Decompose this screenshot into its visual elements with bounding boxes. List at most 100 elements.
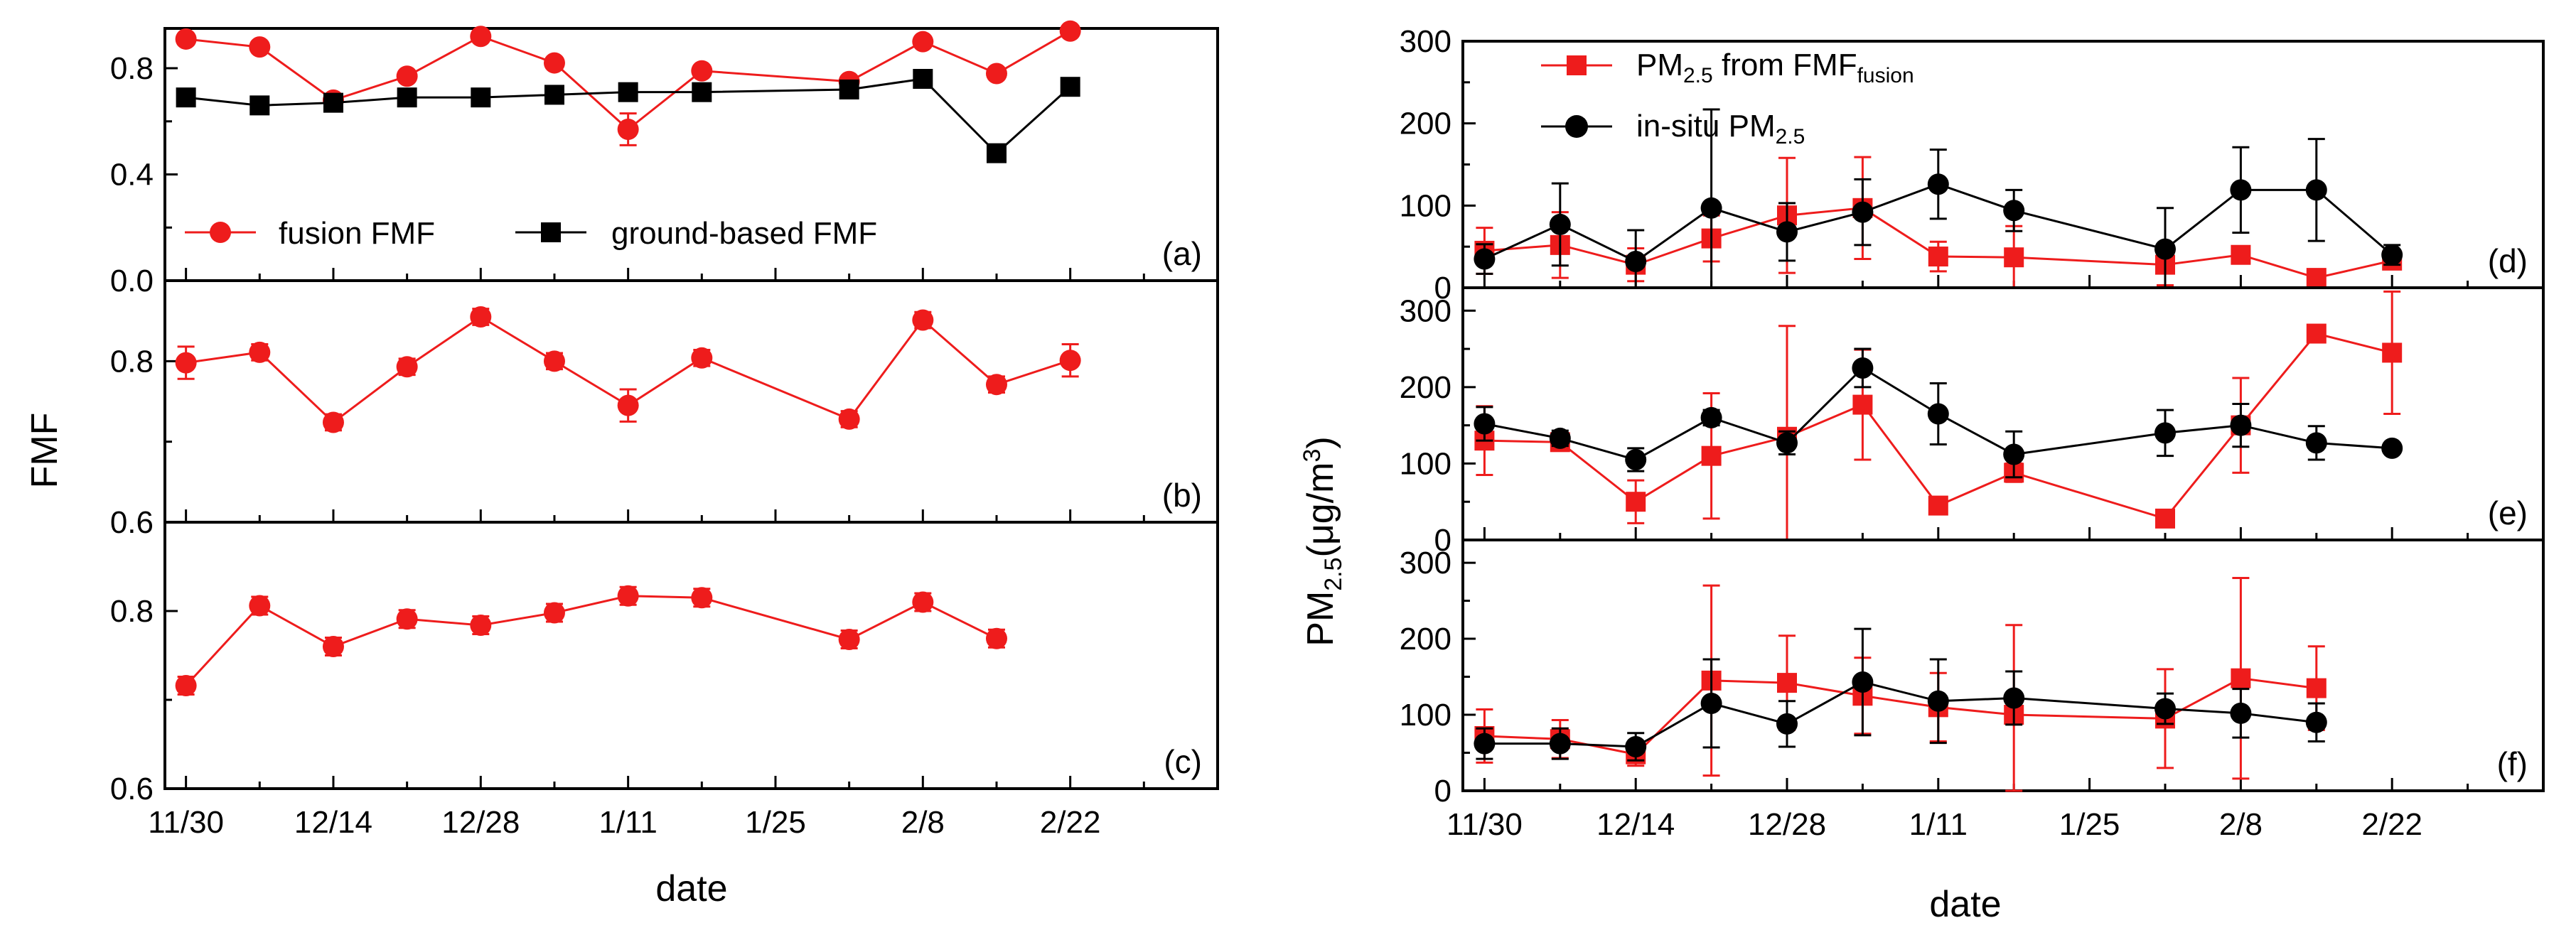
left-y-axis-title: FMF — [24, 413, 65, 489]
data-point — [323, 92, 343, 113]
legend-a-red-marker — [210, 222, 231, 243]
x-tick-label: 1/25 — [745, 805, 806, 840]
legend-panel-d: PM2.5 from FMFfusion in-situ PM2.5 — [1541, 48, 1914, 148]
x-tick-label: 2/8 — [901, 805, 945, 840]
data-point — [396, 65, 418, 87]
data-point — [2305, 432, 2327, 454]
data-point — [912, 31, 934, 53]
data-point — [471, 87, 491, 108]
panel-b-frame — [163, 279, 1219, 524]
x-tick-label: 12/28 — [441, 805, 520, 840]
series-line — [1484, 681, 2317, 748]
legend-a-black-marker — [541, 222, 561, 242]
data-point — [2381, 437, 2403, 459]
data-point — [1928, 247, 1948, 267]
data-point — [1625, 735, 1647, 757]
panel-d: 0 100 200 300 (d) — [1400, 24, 2545, 306]
y-tick-label: 300 — [1400, 24, 1451, 59]
data-point — [1060, 77, 1080, 97]
data-point — [692, 82, 712, 102]
data-point — [985, 627, 1007, 649]
data-point — [2306, 323, 2327, 344]
panel-d-frame — [1461, 40, 2545, 289]
y-tick-label: 0.6 — [110, 505, 154, 540]
data-point — [1625, 449, 1647, 471]
series-line — [1484, 332, 2393, 520]
y-tick-label: 0.4 — [110, 158, 154, 193]
data-point — [2230, 179, 2252, 201]
data-point — [470, 306, 492, 328]
legend-d-black-label: in-situ PM2.5 — [1636, 109, 1805, 148]
x-tick-label: 2/8 — [2219, 807, 2263, 842]
data-point — [1928, 495, 1948, 516]
series-line — [1484, 677, 2317, 756]
y-tick-label: 0.8 — [110, 51, 154, 86]
data-point — [322, 636, 344, 657]
series-line — [186, 77, 1071, 155]
data-point — [2003, 443, 2025, 465]
data-point — [1852, 201, 1874, 223]
x-tick-label: 11/30 — [148, 805, 224, 840]
data-point — [691, 60, 713, 82]
x-tick-label: 12/28 — [1748, 807, 1826, 842]
y-tick-label: 100 — [1400, 188, 1451, 223]
legend-d-red-mid: from FMF — [1713, 48, 1857, 82]
series-circle-1 — [1474, 108, 2403, 289]
data-point — [175, 28, 197, 50]
data-point — [2004, 247, 2024, 268]
series-circle-0 — [175, 20, 1081, 146]
x-tick-label: 1/11 — [599, 805, 657, 840]
data-point — [2306, 268, 2327, 288]
x-tick-label: 1/11 — [1909, 807, 1968, 842]
y-tick-label: 0 — [1434, 271, 1451, 306]
panel-label-c: (c) — [1164, 743, 1202, 780]
legend-d-red-marker — [1567, 55, 1587, 75]
data-point — [1927, 690, 1949, 712]
panel-a: 0.0 0.4 0.8 (a) — [110, 20, 1219, 298]
data-point — [986, 143, 1007, 163]
data-point — [2003, 687, 2025, 709]
x-tick-label: 2/22 — [1040, 805, 1101, 840]
x-tick-label: 12/14 — [1596, 807, 1675, 842]
data-point — [1776, 221, 1798, 243]
data-point — [249, 341, 271, 363]
data-point — [2155, 508, 2175, 529]
data-point — [985, 63, 1007, 85]
right-y-axis-title-unit-sup: 3 — [1299, 449, 1326, 463]
right-x-axis-title: date — [1929, 884, 2001, 925]
data-point — [913, 69, 933, 89]
data-point — [2306, 678, 2327, 698]
right-y-axis-title: PM2.5(μg/m3) — [1299, 436, 1347, 646]
y-tick-label: 0.0 — [110, 264, 154, 298]
y-tick-label: 0.8 — [110, 594, 154, 629]
data-point — [1776, 713, 1798, 735]
y-tick-label: 100 — [1400, 698, 1451, 733]
panel-label-f: (f) — [2497, 745, 2528, 782]
data-point — [2154, 422, 2176, 444]
data-point — [1852, 394, 1873, 415]
legend-d-black-marker — [1565, 115, 1588, 138]
data-point — [176, 87, 196, 108]
data-point — [1474, 413, 1496, 435]
panel-label-e: (e) — [2488, 494, 2528, 531]
series-line — [1484, 367, 2393, 461]
panel-label-a: (a) — [1162, 235, 1202, 272]
right-y-axis-title-unit-open: (μg/m — [1300, 463, 1341, 558]
panel-e-frame — [1461, 286, 2545, 541]
data-point — [397, 87, 417, 108]
legend-panel-a: fusion FMF ground-based FMF — [185, 216, 877, 251]
series-circle-1 — [1474, 347, 2403, 479]
data-point — [544, 85, 564, 105]
series-line — [1484, 207, 2393, 279]
data-point — [2231, 244, 2251, 265]
y-tick-label: 300 — [1400, 293, 1451, 328]
data-point — [617, 585, 639, 607]
y-tick-label: 0.8 — [110, 344, 154, 379]
right-y-axis-title-main: PM — [1300, 591, 1341, 647]
data-point — [1852, 671, 1874, 693]
series-circle-0 — [175, 306, 1081, 433]
panels: 0.0 0.4 0.8 (a) 0.6 0.8 (b) 0.6 0.8 11/30 12/14 12/… — [110, 20, 2545, 842]
data-point — [543, 52, 565, 74]
data-point — [396, 356, 418, 378]
panel-label-b: (b) — [1162, 477, 1202, 514]
